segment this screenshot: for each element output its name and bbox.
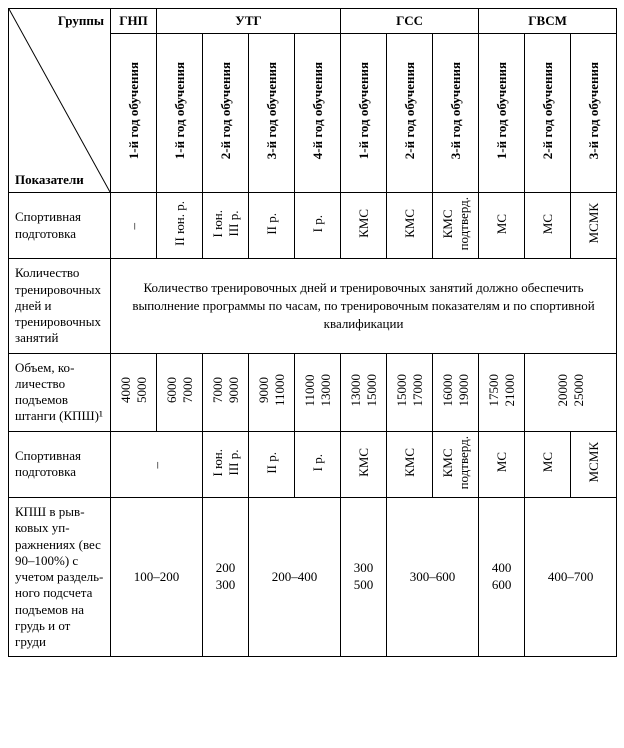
cell: МСМК	[571, 431, 617, 497]
cell: 70009000	[203, 353, 249, 431]
table-row: КПШ в рыв­ковых уп­ражнениях (вес 90–100…	[9, 498, 617, 657]
cell: I р.	[295, 431, 341, 497]
year-gss-3: 3-й год обучения	[433, 34, 479, 193]
header-diagonal: Группы Показатели	[9, 9, 111, 193]
row-label-sport-prep-2: Спортивная подготовка	[9, 431, 111, 497]
cell: 1600019000	[433, 353, 479, 431]
year-utg-4: 4-й год обучения	[295, 34, 341, 193]
row-label-days: Количество тренировоч­ных дней и трениро…	[9, 259, 111, 353]
table-row: Спортивная подготовка – II юн. р. I юн.I…	[9, 193, 617, 259]
cell: 100–200	[111, 498, 203, 657]
row-label-volume: Объем, ко­личество подъемов штанги (КПШ)…	[9, 353, 111, 431]
cell: КМС	[341, 193, 387, 259]
year-gss-1: 1-й год обучения	[341, 34, 387, 193]
cell: МС	[479, 431, 525, 497]
cell: 1500017000	[387, 353, 433, 431]
cell: II р.	[249, 193, 295, 259]
group-gnp: ГНП	[111, 9, 157, 34]
cell: 400600	[479, 498, 525, 657]
cell: КМСподтверд.	[433, 193, 479, 259]
cell: 300–600	[387, 498, 479, 657]
year-gnp-1: 1-й год обучения	[111, 34, 157, 193]
cell: МС	[525, 193, 571, 259]
cell: МСМК	[571, 193, 617, 259]
header-indicators-label: Показатели	[15, 172, 84, 188]
cell: 1750021000	[479, 353, 525, 431]
group-utg: УТГ	[157, 9, 341, 34]
cell: 40005000	[111, 353, 157, 431]
cell: КМСподтверд.	[433, 431, 479, 497]
year-gss-2: 2-й год обучения	[387, 34, 433, 193]
cell: –	[111, 431, 203, 497]
cell: МС	[479, 193, 525, 259]
group-gss: ГСС	[341, 9, 479, 34]
cell: 300500	[341, 498, 387, 657]
year-gvsm-1: 1-й год обучения	[479, 34, 525, 193]
cell: КМС	[387, 193, 433, 259]
year-utg-3: 3-й год обучения	[249, 34, 295, 193]
table-row: Спортивная подготовка – I юн.III р. II р…	[9, 431, 617, 497]
year-gvsm-3: 3-й год обучения	[571, 34, 617, 193]
cell: 200300	[203, 498, 249, 657]
cell: 1100013000	[295, 353, 341, 431]
year-utg-1: 1-й год обучения	[157, 34, 203, 193]
table-row: Объем, ко­личество подъемов штанги (КПШ)…	[9, 353, 617, 431]
cell: КМС	[387, 431, 433, 497]
cell: КМС	[341, 431, 387, 497]
cell: 2000025000	[525, 353, 617, 431]
cell: I юн.III р.	[203, 431, 249, 497]
table-row: Количество тренировоч­ных дней и трениро…	[9, 259, 617, 353]
cell: –	[111, 193, 157, 259]
cell: I р.	[295, 193, 341, 259]
cell: 900011000	[249, 353, 295, 431]
row-label-kpsh: КПШ в рыв­ковых уп­ражнениях (вес 90–100…	[9, 498, 111, 657]
header-groups-label: Группы	[58, 13, 104, 29]
group-gvsm: ГВСМ	[479, 9, 617, 34]
training-table: Группы Показатели ГНП УТГ ГСС ГВСМ 1-й г…	[8, 8, 617, 657]
cell: II юн. р.	[157, 193, 203, 259]
cell: II р.	[249, 431, 295, 497]
cell: 1300015000	[341, 353, 387, 431]
year-gvsm-2: 2-й год обучения	[525, 34, 571, 193]
cell: 200–400	[249, 498, 341, 657]
cell: I юн.III р.	[203, 193, 249, 259]
cell: МС	[525, 431, 571, 497]
cell: 60007000	[157, 353, 203, 431]
cell: 400–700	[525, 498, 617, 657]
year-utg-2: 2-й год обучения	[203, 34, 249, 193]
diagonal-line-icon	[9, 9, 110, 192]
row-label-sport-prep: Спортивная подготовка	[9, 193, 111, 259]
training-days-note: Количество тренировочных дней и трениров…	[111, 259, 617, 353]
